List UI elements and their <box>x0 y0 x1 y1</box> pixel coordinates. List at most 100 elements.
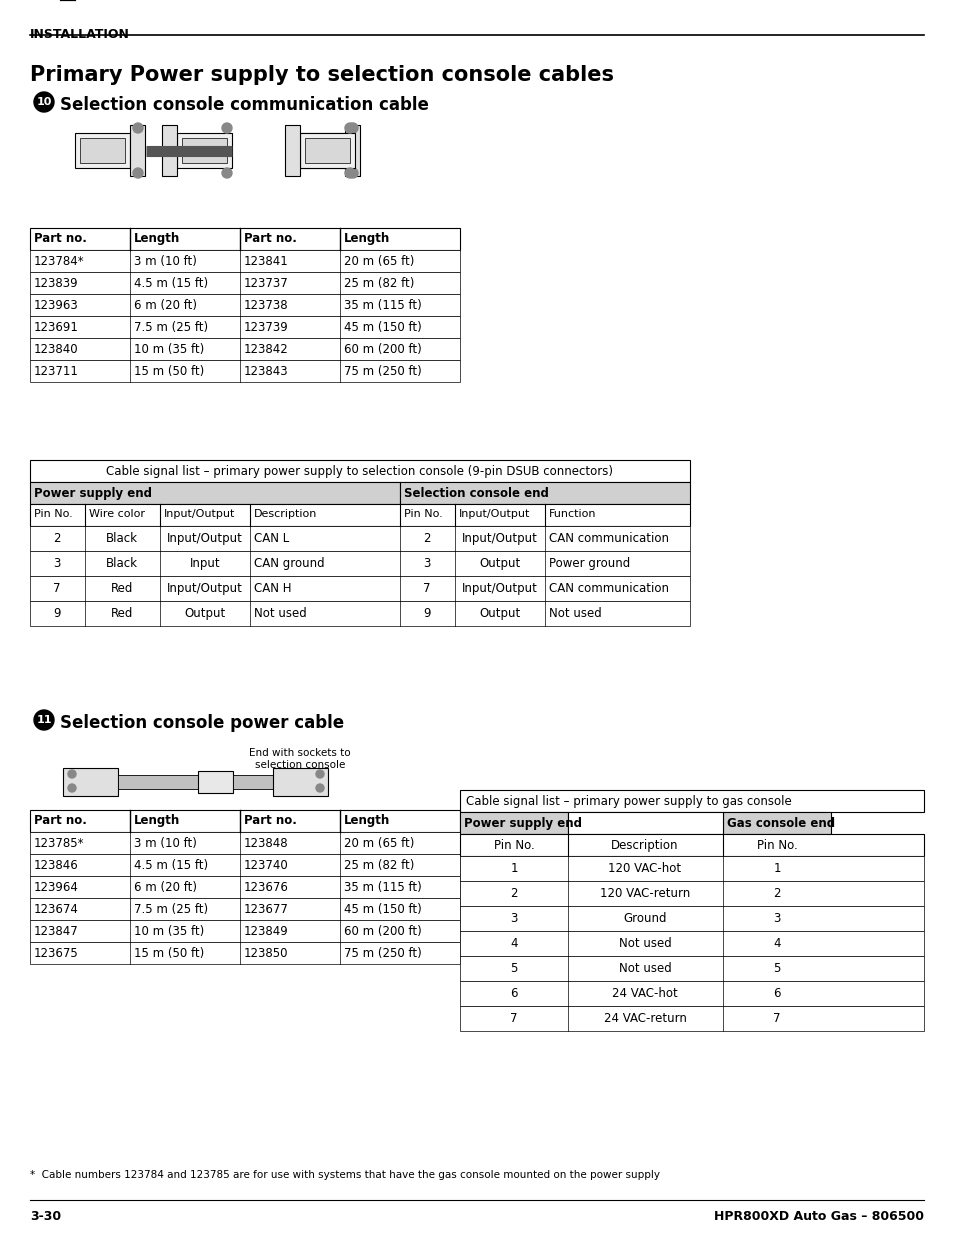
Bar <box>75 133 130 168</box>
Text: 6 m (20 ft): 6 m (20 ft) <box>133 881 196 894</box>
Bar <box>30 898 459 920</box>
Circle shape <box>348 124 357 133</box>
Text: 15 m (50 ft): 15 m (50 ft) <box>133 366 204 378</box>
Text: End with sockets to
selection console: End with sockets to selection console <box>249 748 351 769</box>
Text: 123737: 123737 <box>244 277 289 290</box>
Circle shape <box>34 91 54 112</box>
Text: Input/Output: Input/Output <box>461 532 537 545</box>
Text: Input/Output: Input/Output <box>167 532 243 545</box>
Bar <box>30 504 689 526</box>
Text: 123674: 123674 <box>34 903 79 916</box>
Text: CAN communication: CAN communication <box>548 532 668 545</box>
Bar <box>285 125 299 177</box>
Text: 123785*: 123785* <box>34 837 85 850</box>
Text: 123964: 123964 <box>34 881 79 894</box>
Text: Not used: Not used <box>618 962 671 974</box>
Text: 6: 6 <box>510 987 517 1000</box>
Circle shape <box>132 124 143 133</box>
Text: 123739: 123739 <box>244 321 289 333</box>
Text: 7.5 m (25 ft): 7.5 m (25 ft) <box>133 903 208 916</box>
Text: 123840: 123840 <box>34 343 78 356</box>
Text: 10: 10 <box>36 98 51 107</box>
Text: 120 VAC-hot: 120 VAC-hot <box>608 862 680 876</box>
Text: 123784*: 123784* <box>34 254 85 268</box>
Text: 3 m (10 ft): 3 m (10 ft) <box>133 837 196 850</box>
Text: 123677: 123677 <box>244 903 289 916</box>
Text: Black: Black <box>106 557 138 571</box>
Text: Input/Output: Input/Output <box>167 582 243 595</box>
Text: Selection console power cable: Selection console power cable <box>60 714 344 732</box>
Text: 123675: 123675 <box>34 947 79 960</box>
Text: INSTALLATION: INSTALLATION <box>30 28 130 41</box>
Text: 20 m (65 ft): 20 m (65 ft) <box>344 254 414 268</box>
Circle shape <box>34 710 54 730</box>
Text: 5: 5 <box>773 962 780 974</box>
Bar <box>459 881 923 906</box>
Text: Output: Output <box>478 557 520 571</box>
Text: 60 m (200 ft): 60 m (200 ft) <box>344 343 421 356</box>
Text: 3-30: 3-30 <box>30 1210 61 1223</box>
Text: Primary Power supply to selection console cables: Primary Power supply to selection consol… <box>30 65 614 85</box>
Text: 2: 2 <box>773 887 780 900</box>
Text: 20 m (65 ft): 20 m (65 ft) <box>344 837 414 850</box>
Text: 60 m (200 ft): 60 m (200 ft) <box>344 925 421 939</box>
Text: 3: 3 <box>423 557 430 571</box>
Bar <box>345 125 359 177</box>
Text: 7: 7 <box>773 1011 780 1025</box>
Text: Part no.: Part no. <box>244 814 296 827</box>
Text: 35 m (115 ft): 35 m (115 ft) <box>344 299 421 312</box>
Text: Pin No.: Pin No. <box>34 509 72 519</box>
Text: Part no.: Part no. <box>34 814 87 827</box>
Text: 9: 9 <box>53 606 61 620</box>
Text: 10 m (35 ft): 10 m (35 ft) <box>133 925 204 939</box>
Text: Ground: Ground <box>622 911 666 925</box>
Text: 4.5 m (15 ft): 4.5 m (15 ft) <box>133 860 208 872</box>
Bar <box>30 316 459 338</box>
Bar <box>182 138 227 163</box>
Bar <box>30 576 689 601</box>
Text: 7: 7 <box>53 582 61 595</box>
Text: Length: Length <box>344 814 390 827</box>
Circle shape <box>68 769 76 778</box>
Bar <box>118 776 198 789</box>
Text: Selection console communication cable: Selection console communication cable <box>60 96 429 114</box>
Text: HPR800XD Auto Gas – 806500: HPR800XD Auto Gas – 806500 <box>713 1210 923 1223</box>
Bar <box>30 551 689 576</box>
Text: 9: 9 <box>423 606 431 620</box>
Bar <box>233 776 273 789</box>
Text: 3: 3 <box>773 911 780 925</box>
Bar <box>30 526 689 551</box>
Bar <box>30 359 459 382</box>
Bar <box>459 856 923 881</box>
Bar <box>30 272 459 294</box>
Bar <box>459 981 923 1007</box>
Text: Input: Input <box>190 557 220 571</box>
Text: Length: Length <box>133 232 180 245</box>
Bar <box>30 228 459 249</box>
Text: 45 m (150 ft): 45 m (150 ft) <box>344 903 421 916</box>
Text: Red: Red <box>111 606 133 620</box>
Circle shape <box>222 168 232 178</box>
Circle shape <box>315 769 324 778</box>
Bar <box>30 482 399 504</box>
Bar <box>273 768 328 797</box>
Bar <box>567 811 722 834</box>
Text: 4: 4 <box>773 937 780 950</box>
Text: 2: 2 <box>423 532 431 545</box>
Text: 123740: 123740 <box>244 860 289 872</box>
Text: 5: 5 <box>510 962 517 974</box>
Text: Black: Black <box>106 532 138 545</box>
Bar <box>459 956 923 981</box>
Text: Not used: Not used <box>253 606 307 620</box>
Bar <box>294 138 339 163</box>
Text: 15 m (50 ft): 15 m (50 ft) <box>133 947 204 960</box>
Text: 123850: 123850 <box>244 947 288 960</box>
Text: 123846: 123846 <box>34 860 79 872</box>
Circle shape <box>68 784 76 792</box>
Bar <box>30 920 459 942</box>
Text: 10 m (35 ft): 10 m (35 ft) <box>133 343 204 356</box>
Text: *  Cable numbers 123784 and 123785 are for use with systems that have the gas co: * Cable numbers 123784 and 123785 are fo… <box>30 1170 659 1179</box>
Text: 4: 4 <box>510 937 517 950</box>
Text: Function: Function <box>548 509 596 519</box>
Text: Length: Length <box>344 232 390 245</box>
